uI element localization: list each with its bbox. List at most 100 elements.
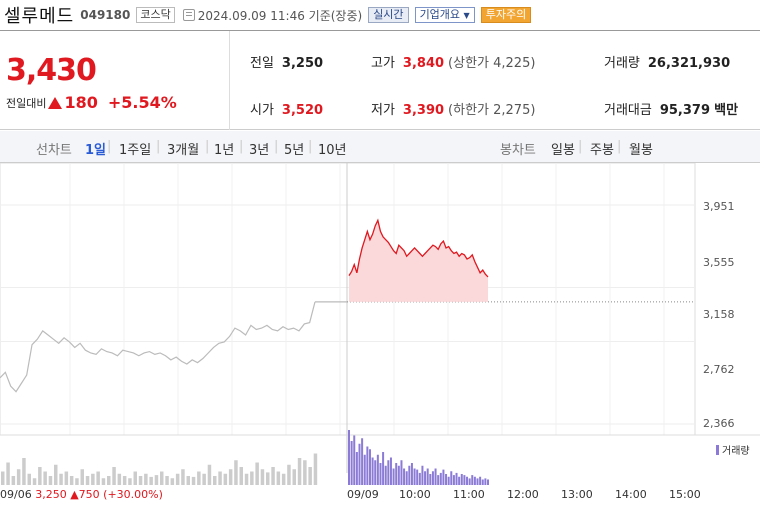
- stock-header: 셀루메드 049180 코스닥 2024.09.09 11:46 기준(장중) …: [0, 0, 760, 30]
- period-3m[interactable]: 3개월: [167, 143, 200, 158]
- price-chart[interactable]: 3,951 3,555 3,158 2,762 2,366 거래량 09/06 …: [0, 162, 760, 510]
- volume-bar: [85, 476, 90, 485]
- investment-warning-badge[interactable]: 투자주의: [480, 7, 532, 23]
- today-line: [348, 218, 489, 278]
- x-tick: 10:00: [399, 488, 431, 501]
- volume-bar: [421, 465, 424, 485]
- line-chart-label: 선차트: [36, 143, 72, 158]
- volume-bar: [54, 464, 58, 485]
- volume-bar: [353, 435, 356, 485]
- volume-legend: 거래량: [716, 442, 750, 457]
- volume-bar: [255, 462, 259, 485]
- volume-bar: [447, 476, 450, 485]
- volume-bar: [479, 476, 482, 485]
- stat-low: 저가 3,390 (하한가 2,275): [371, 103, 536, 118]
- volume-bar: [410, 463, 413, 485]
- volume-bar: [437, 475, 440, 485]
- volume-bar: [297, 458, 302, 485]
- volume-bar: [476, 478, 479, 485]
- period-weekly[interactable]: 주봉: [590, 143, 614, 158]
- volume-bar: [276, 471, 281, 485]
- price-change: 전일대비 180 +5.54%: [6, 93, 177, 112]
- volume-bar: [363, 454, 366, 485]
- company-overview-button[interactable]: 기업개요 ▼: [414, 7, 475, 23]
- volume-bar: [413, 468, 416, 485]
- volume-bar: [429, 474, 432, 485]
- today-area: [349, 220, 488, 302]
- volume-bar: [6, 462, 10, 485]
- period-1y[interactable]: 1년: [214, 143, 235, 158]
- stock-name: 셀루메드: [4, 6, 75, 27]
- volume-bar: [303, 460, 307, 485]
- volume-bar: [397, 465, 400, 485]
- x-tick: 15:00: [669, 488, 701, 501]
- volume-bar: [59, 473, 63, 485]
- period-1w[interactable]: 1주일: [119, 143, 152, 158]
- volume-bar: [400, 460, 403, 485]
- volume-bar: [128, 478, 132, 485]
- volume-bar: [107, 476, 111, 485]
- volume-bar: [313, 453, 318, 485]
- realtime-button[interactable]: 실시간: [368, 7, 409, 23]
- volume-bar: [11, 476, 16, 485]
- volume-bar: [16, 469, 21, 485]
- volume-bar: [355, 452, 358, 485]
- volume-bar: [1, 471, 5, 485]
- x-tick: 12:00: [507, 488, 539, 501]
- volume-bar: [366, 446, 369, 485]
- y-tick: 2,366: [703, 417, 735, 430]
- volume-bar: [426, 468, 429, 485]
- volume-bar: [374, 460, 377, 485]
- stat-amount: 거래대금 95,379 백만: [604, 103, 739, 118]
- period-monthly[interactable]: 월봉: [629, 143, 653, 158]
- change-percent: +5.54%: [107, 93, 177, 112]
- period-3y[interactable]: 3년: [249, 143, 270, 158]
- volume-bar: [408, 465, 411, 485]
- volume-bar: [101, 478, 106, 485]
- volume-bar: [466, 476, 469, 485]
- volume-bar: [308, 467, 312, 485]
- stat-open: 시가 3,520: [250, 103, 324, 118]
- volume-bar: [191, 476, 196, 485]
- period-daily[interactable]: 일봉: [551, 143, 575, 158]
- clock-icon: [182, 9, 195, 21]
- volume-bar: [473, 476, 476, 485]
- stat-volume: 거래량 26,321,930: [604, 56, 731, 71]
- volume-bar: [69, 476, 74, 485]
- volume-bar: [434, 468, 437, 485]
- volume-bar: [471, 475, 474, 485]
- change-label: 전일대비: [6, 96, 47, 110]
- volume-bar: [418, 472, 421, 485]
- volume-bar: [403, 468, 406, 485]
- candle-chart-label: 봉차트: [500, 143, 536, 158]
- period-1d[interactable]: 1일: [85, 143, 107, 158]
- volume-bar: [181, 469, 185, 485]
- y-tick: 2,762: [703, 363, 735, 376]
- prev-day-summary: 09/06 3,250 ▲750 (+30.00%): [0, 488, 163, 501]
- volume-bar: [368, 449, 371, 485]
- volume-bar: [405, 471, 408, 485]
- volume-bar: [389, 457, 392, 485]
- x-tick: 09/09: [347, 488, 379, 501]
- market-badge: 코스닥: [136, 7, 175, 23]
- period-10y[interactable]: 10년: [318, 143, 347, 158]
- up-arrow-icon: [48, 96, 63, 109]
- volume-bar: [266, 472, 270, 485]
- volume-bar: [165, 476, 169, 485]
- volume-bar: [207, 464, 212, 485]
- volume-bar: [455, 472, 458, 485]
- volume-bar: [382, 452, 385, 485]
- volume-bar: [197, 471, 201, 485]
- volume-bar: [244, 473, 249, 485]
- volume-bar: [260, 469, 265, 485]
- y-tick: 3,158: [703, 308, 735, 321]
- volume-bar: [416, 469, 419, 485]
- volume-bar: [376, 454, 379, 485]
- volume-bar: [350, 441, 353, 485]
- x-tick: 13:00: [561, 488, 593, 501]
- volume-bar: [228, 469, 233, 485]
- volume-bar: [348, 430, 350, 485]
- period-5y[interactable]: 5년: [284, 143, 305, 158]
- volume-bar: [96, 471, 100, 485]
- volume-bar: [387, 460, 390, 485]
